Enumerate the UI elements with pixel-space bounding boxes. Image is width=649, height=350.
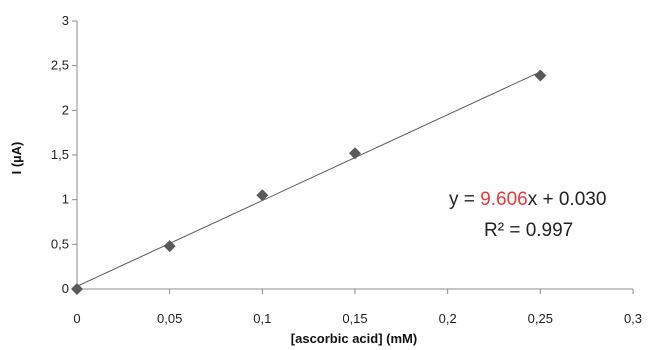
equation-prefix: y = <box>449 189 480 210</box>
y-axis-label: I (µA) <box>9 142 24 175</box>
y-tick-label: 0,5 <box>51 236 69 251</box>
data-point <box>349 147 361 160</box>
x-axis-label: [ascorbic acid] (mM) <box>291 331 417 346</box>
x-tick-label: 0,05 <box>157 311 182 326</box>
regression-equation: y = 9.606x + 0.030 <box>449 189 606 210</box>
equation-slope: 9.606 <box>480 189 528 210</box>
data-point <box>256 189 269 202</box>
equation-suffix: x + 0.030 <box>528 189 607 210</box>
tick-labels: 0 0,5 1 1,5 2 2,5 3 0 0,05 0,1 0,15 0,2 0,25 0,3 <box>51 13 642 326</box>
trendline-group <box>76 71 541 287</box>
x-tick-label: 0,3 <box>624 311 642 326</box>
y-tick-label: 2,5 <box>51 58 69 73</box>
y-tick-label: 3 <box>62 13 69 28</box>
data-point <box>71 283 83 295</box>
y-tick-label: 2 <box>62 102 69 117</box>
x-tick-label: 0,25 <box>528 311 553 326</box>
y-tick-label: 1 <box>62 192 69 207</box>
r-squared-label: R² = 0.997 <box>484 220 573 241</box>
data-points <box>71 69 547 295</box>
x-tick-label: 0,15 <box>342 311 367 326</box>
data-point <box>163 240 176 253</box>
x-tick-label: 0,2 <box>439 311 457 326</box>
y-tick-label: 0 <box>62 281 69 296</box>
trendline <box>76 71 541 287</box>
axes <box>72 20 634 294</box>
x-tick-label: 0 <box>73 311 80 326</box>
x-tick-label: 0,1 <box>253 311 271 326</box>
y-tick-label: 1,5 <box>51 147 69 162</box>
data-point <box>534 69 547 82</box>
